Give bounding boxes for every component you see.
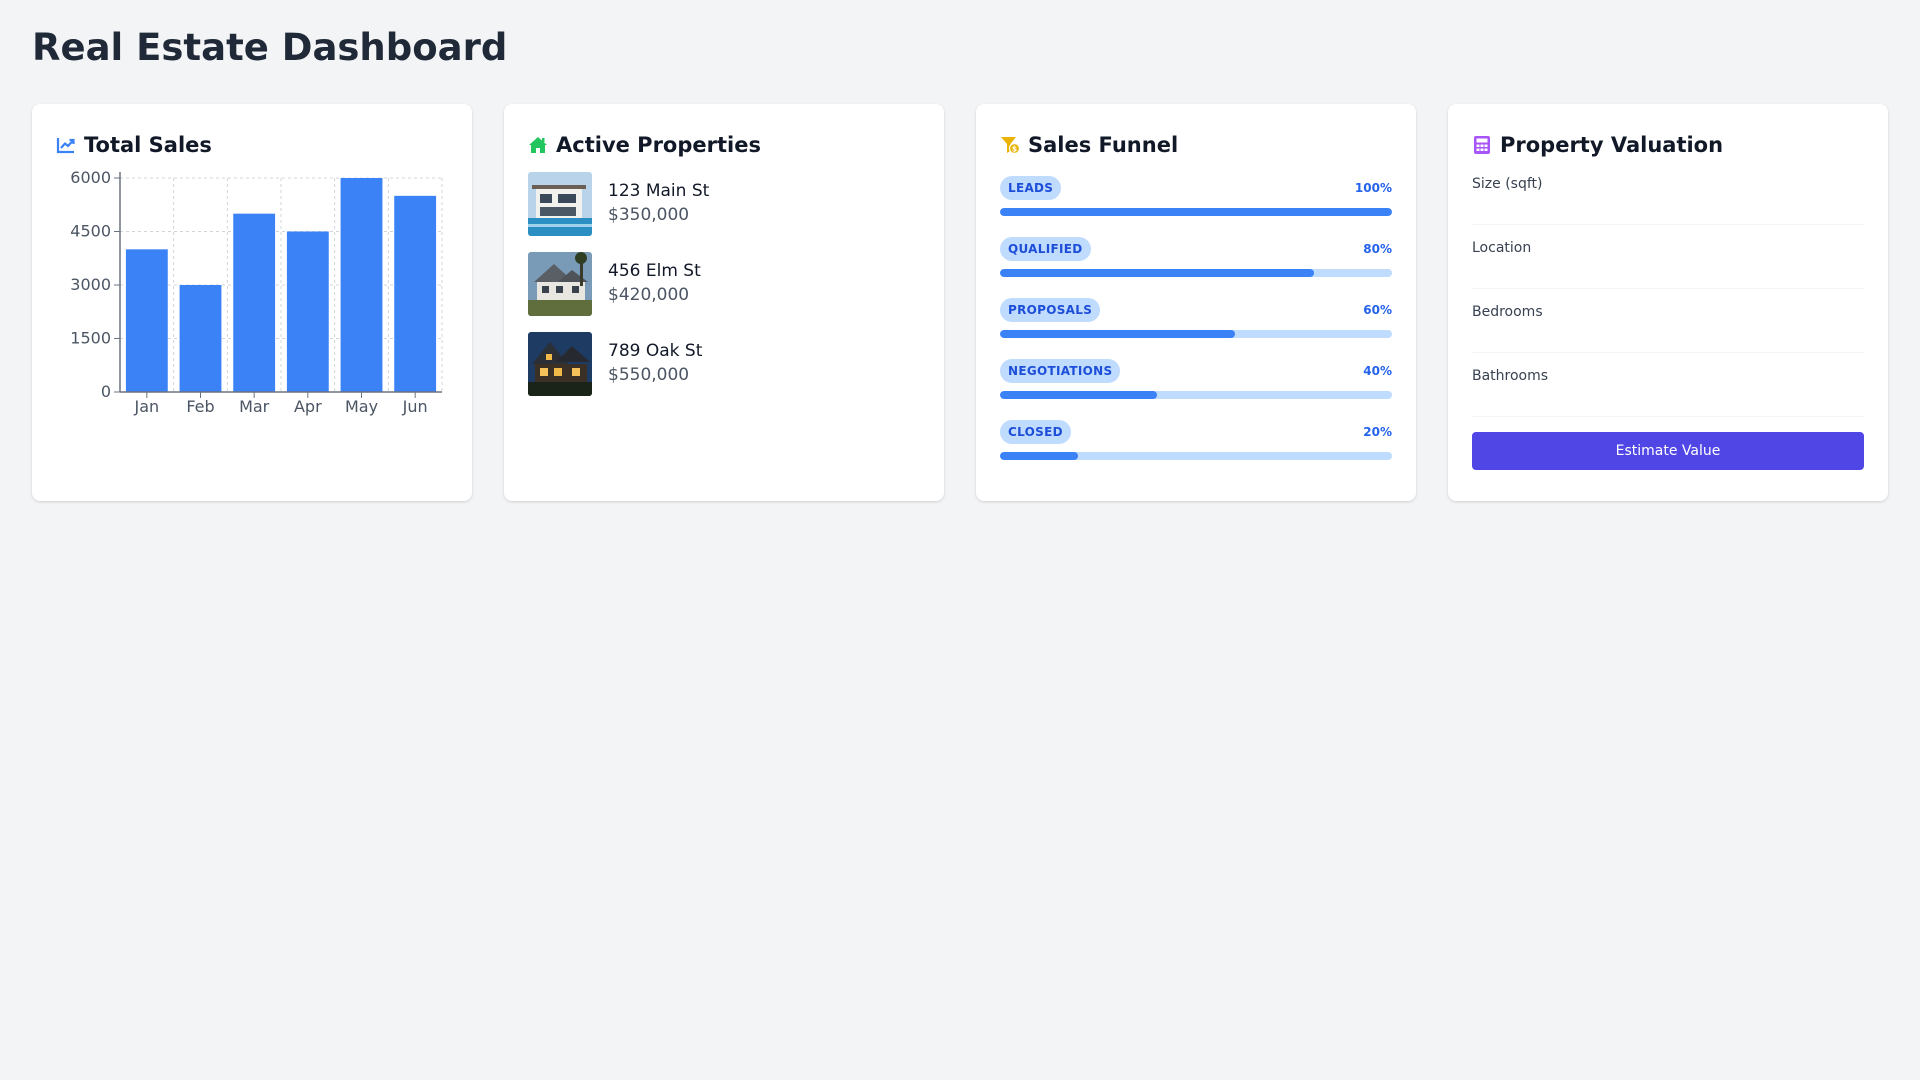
stage-badge: LEADS — [1000, 176, 1062, 200]
total-sales-header: Total Sales — [56, 128, 212, 162]
stage-progress-fill — [1000, 269, 1314, 277]
bar-may — [340, 178, 383, 392]
x-tick-label-mar: Mar — [239, 397, 270, 416]
size-input[interactable] — [1472, 198, 1864, 225]
bedrooms-field: Bedrooms — [1472, 298, 1864, 362]
calculator-icon — [1472, 135, 1492, 155]
stage-progress-track — [1000, 391, 1392, 399]
funnel-stage-leads: LEADS 100% — [1000, 176, 1392, 237]
chart-line-icon — [56, 135, 76, 155]
funnel-stages: LEADS 100% QUALIFIED 80% PROPOSALS 60% N… — [1000, 176, 1392, 481]
house-icon — [528, 135, 548, 155]
svg-text:$: $ — [1012, 144, 1017, 153]
property-valuation-card: Property Valuation Size (sqft) Location … — [1448, 104, 1888, 501]
stage-percent: 100% — [1354, 181, 1392, 195]
funnel-stage-negotiations: NEGOTIATIONS 40% — [1000, 359, 1392, 420]
bar-jun — [394, 195, 437, 392]
stage-badge: NEGOTIATIONS — [1000, 359, 1121, 383]
stage-badge: QUALIFIED — [1000, 237, 1091, 261]
stage-badge: CLOSED — [1000, 420, 1071, 444]
stage-progress-fill — [1000, 452, 1079, 460]
funnel-stage-proposals: PROPOSALS 60% — [1000, 298, 1392, 359]
bedrooms-input[interactable] — [1472, 326, 1864, 353]
location-label: Location — [1472, 240, 1532, 256]
x-tick-label-apr: Apr — [294, 397, 322, 416]
stage-percent: 80% — [1363, 242, 1392, 256]
bar-feb — [179, 285, 222, 392]
sales-bar-chart: 0 1500 3000 4500 6000 Jan Feb Mar Apr May Jun — [70, 168, 443, 416]
x-tick-label-jun: Jun — [402, 397, 428, 416]
property-valuation-title: Property Valuation — [1500, 133, 1724, 157]
property-price: $420,000 — [608, 285, 690, 305]
y-tick-label: 6000 — [70, 168, 111, 187]
y-tick-label: 1500 — [70, 329, 111, 348]
property-address: 789 Oak St — [608, 341, 703, 361]
active-properties-card: Active Properties 123 Main St $350,000 — [504, 104, 944, 501]
property-price: $550,000 — [608, 365, 690, 385]
stage-percent: 60% — [1363, 303, 1392, 317]
bedrooms-label: Bedrooms — [1472, 304, 1543, 320]
property-price: $350,000 — [608, 205, 690, 225]
stage-progress-track — [1000, 452, 1392, 460]
location-input[interactable] — [1472, 262, 1864, 289]
bathrooms-input[interactable] — [1472, 390, 1864, 417]
property-photo — [528, 252, 592, 316]
property-valuation-header: Property Valuation — [1472, 128, 1723, 162]
funnel-stage-closed: CLOSED 20% — [1000, 420, 1392, 481]
property-address: 123 Main St — [608, 181, 710, 201]
valuation-form: Size (sqft) Location Bedrooms Bathrooms … — [1472, 170, 1864, 470]
location-field: Location — [1472, 234, 1864, 298]
page-title: Real Estate Dashboard — [32, 26, 508, 69]
bar-jan — [125, 249, 168, 392]
y-tick-label: 4500 — [70, 222, 111, 241]
x-tick-label-feb: Feb — [186, 397, 214, 416]
sales-funnel-title: Sales Funnel — [1028, 133, 1179, 157]
stage-progress-track — [1000, 330, 1392, 338]
property-photo — [528, 172, 592, 236]
estimate-value-button[interactable]: Estimate Value — [1472, 432, 1864, 470]
bathrooms-field: Bathrooms — [1472, 362, 1864, 426]
bathrooms-label: Bathrooms — [1472, 368, 1549, 384]
total-sales-card: Total Sales 0 1500 3000 4500 6000 Jan Feb Mar Ap… — [32, 104, 472, 501]
stage-percent: 20% — [1363, 425, 1392, 439]
sales-funnel-card: $ Sales Funnel LEADS 100% QUALIFIED 80% … — [976, 104, 1416, 501]
active-properties-title: Active Properties — [556, 133, 761, 157]
bar-apr — [286, 231, 329, 392]
active-properties-header: Active Properties — [528, 128, 761, 162]
funnel-dollar-icon: $ — [1000, 135, 1021, 155]
stage-badge: PROPOSALS — [1000, 298, 1101, 322]
stage-progress-fill — [1000, 391, 1157, 399]
property-photo — [528, 332, 592, 396]
y-tick-label: 0 — [101, 382, 111, 401]
x-tick-label-may: May — [345, 397, 378, 416]
bar-mar — [233, 213, 276, 392]
size-label: Size (sqft) — [1472, 176, 1543, 192]
stage-progress-fill — [1000, 330, 1236, 338]
y-tick-label: 3000 — [70, 275, 111, 294]
total-sales-title: Total Sales — [84, 133, 212, 157]
x-tick-label-jan: Jan — [133, 397, 159, 416]
stage-progress-track — [1000, 269, 1392, 277]
stage-percent: 40% — [1363, 364, 1392, 378]
stage-progress-fill — [1000, 208, 1392, 216]
funnel-stage-qualified: QUALIFIED 80% — [1000, 237, 1392, 298]
property-address: 456 Elm St — [608, 261, 701, 281]
sales-funnel-header: $ Sales Funnel — [1000, 128, 1178, 162]
size-field: Size (sqft) — [1472, 170, 1864, 234]
stage-progress-track — [1000, 208, 1392, 216]
